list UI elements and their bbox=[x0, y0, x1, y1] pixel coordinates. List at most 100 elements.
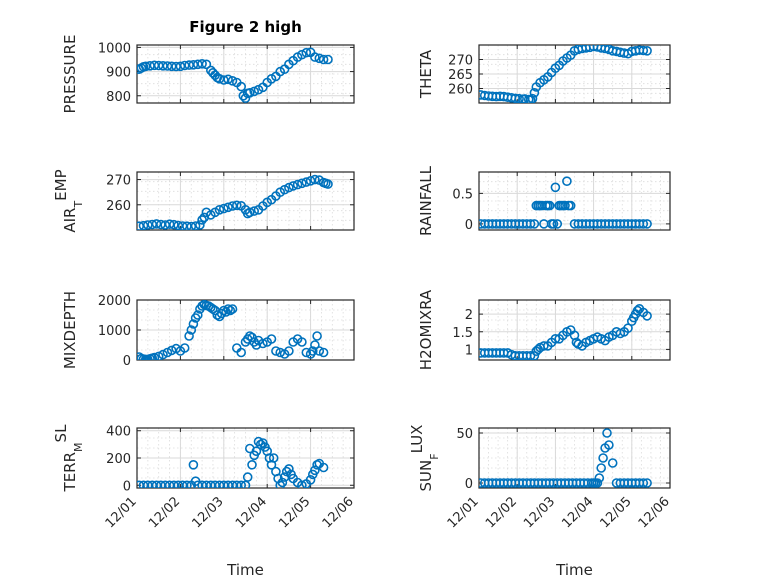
subplot-rainfall: 0 0.5 RAINFALL bbox=[417, 165, 671, 236]
data-point bbox=[223, 202, 233, 213]
series-mixdepth bbox=[137, 300, 329, 360]
y-axis-label: SUNFLUX bbox=[408, 425, 441, 492]
data-point bbox=[175, 61, 186, 72]
y-tick-label: 0.5 bbox=[452, 187, 473, 202]
data-point bbox=[297, 337, 307, 347]
x-tick-label: 12/01 bbox=[103, 494, 140, 531]
data-point bbox=[197, 215, 207, 225]
x-tick-label: 12/04 bbox=[233, 494, 270, 531]
y-tick-label: 260 bbox=[448, 83, 473, 98]
data-point bbox=[292, 179, 303, 190]
y-tick-label: 1000 bbox=[98, 41, 131, 56]
x-tick-label: 12/01 bbox=[445, 494, 482, 531]
data-point bbox=[245, 331, 255, 341]
data-point bbox=[602, 428, 612, 438]
x-tick-label: 12/02 bbox=[483, 494, 520, 531]
data-point bbox=[638, 219, 649, 229]
series-rainfall bbox=[479, 176, 652, 229]
y-axis-label: TERRMSL bbox=[52, 424, 85, 493]
data-point bbox=[548, 219, 559, 229]
data-point bbox=[642, 219, 652, 229]
data-point bbox=[219, 305, 229, 316]
data-point bbox=[225, 305, 236, 316]
data-point bbox=[284, 346, 294, 356]
data-point bbox=[284, 464, 294, 474]
data-point bbox=[310, 52, 320, 62]
data-point bbox=[242, 472, 253, 482]
data-point bbox=[190, 221, 201, 230]
data-point bbox=[544, 200, 555, 211]
subplot-terr_msl: 0 200 400 12/01 12/02 12/03 12/04 12/05 12/06 TER… bbox=[52, 424, 357, 579]
x-tick-label: 12/06 bbox=[636, 494, 673, 531]
y-axis-label: PRESSURE bbox=[61, 35, 79, 114]
data-point bbox=[275, 480, 285, 488]
series-air_temp bbox=[137, 174, 333, 230]
axes-box bbox=[478, 171, 671, 231]
data-point bbox=[529, 219, 540, 229]
data-point bbox=[184, 331, 194, 341]
data-point bbox=[182, 480, 192, 488]
data-point bbox=[550, 333, 561, 344]
data-point bbox=[208, 304, 218, 314]
x-tick-label: 12/06 bbox=[320, 494, 357, 531]
y-tick-label: 900 bbox=[106, 66, 131, 81]
data-point bbox=[266, 334, 277, 344]
data-point bbox=[143, 220, 153, 230]
data-point bbox=[318, 462, 329, 473]
data-point bbox=[253, 436, 264, 447]
data-point bbox=[169, 219, 179, 230]
data-point bbox=[318, 347, 329, 358]
data-point bbox=[232, 200, 242, 211]
data-point bbox=[271, 346, 281, 356]
data-point bbox=[638, 45, 649, 56]
data-point bbox=[201, 59, 212, 70]
data-point bbox=[149, 352, 160, 360]
x-tick-label: 12/03 bbox=[190, 494, 227, 531]
data-point bbox=[598, 453, 608, 463]
y-tick-label: 800 bbox=[106, 90, 131, 105]
data-point bbox=[301, 47, 312, 58]
data-point bbox=[638, 478, 649, 488]
data-point bbox=[297, 49, 307, 60]
data-point bbox=[186, 221, 197, 230]
data-point bbox=[153, 351, 164, 360]
data-point bbox=[632, 305, 643, 316]
data-point bbox=[245, 207, 255, 218]
subplot-pressure: 800 900 1000 PRESSURE Figure 2 high bbox=[61, 18, 355, 114]
y-tick-label: 265 bbox=[448, 68, 473, 83]
y-tick-label: 270 bbox=[106, 174, 131, 189]
data-point bbox=[310, 174, 320, 185]
data-point bbox=[642, 478, 652, 488]
data-point bbox=[223, 74, 233, 85]
data-point bbox=[305, 474, 316, 485]
data-point bbox=[219, 203, 229, 214]
data-point bbox=[214, 205, 225, 215]
data-point bbox=[642, 45, 652, 56]
data-point bbox=[527, 93, 538, 103]
data-point bbox=[560, 200, 570, 211]
data-point bbox=[539, 341, 549, 351]
data-point bbox=[186, 325, 197, 335]
axes-box bbox=[478, 299, 671, 361]
data-point bbox=[314, 53, 325, 64]
y-tick-label: 260 bbox=[106, 199, 131, 214]
data-point bbox=[565, 200, 576, 211]
data-point bbox=[301, 347, 312, 358]
data-point bbox=[193, 310, 203, 320]
data-point bbox=[523, 94, 534, 103]
data-point bbox=[258, 338, 268, 349]
data-point bbox=[212, 310, 223, 320]
x-tick-label: 12/02 bbox=[146, 494, 183, 531]
series-sun_flux bbox=[479, 428, 652, 488]
data-point bbox=[249, 86, 259, 97]
data-point bbox=[310, 465, 320, 476]
data-point bbox=[529, 88, 540, 98]
series-pressure bbox=[137, 47, 333, 103]
subplot-sun_flux: 0 50 12/01 12/02 12/03 12/04 12/05 12/06 SUNFLUX… bbox=[408, 425, 673, 579]
series-h2omixra bbox=[479, 303, 652, 360]
data-point bbox=[604, 440, 614, 450]
data-point bbox=[284, 182, 294, 193]
y-tick-label: 2000 bbox=[98, 294, 131, 309]
data-point bbox=[268, 453, 279, 463]
